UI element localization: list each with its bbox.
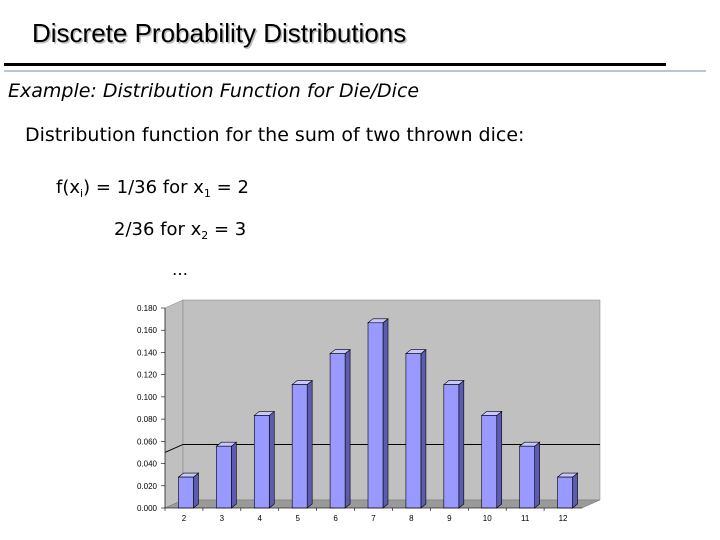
bar-front — [519, 445, 535, 509]
bar-side — [534, 441, 540, 509]
eq2-rhs: = 3 — [208, 219, 247, 240]
x-tick-label: 5 — [295, 514, 300, 523]
x-tick-label: 12 — [559, 514, 568, 523]
bar-side — [231, 441, 237, 509]
bar-front — [367, 322, 384, 509]
x-tick-label: 7 — [371, 514, 376, 523]
bar-side — [420, 349, 427, 509]
x-tick-label: 11 — [521, 514, 530, 523]
bar — [367, 318, 389, 509]
bar — [518, 441, 541, 509]
x-tick-label: 2 — [182, 514, 187, 523]
bar-front — [216, 445, 232, 509]
slide-title: Discrete Probability Distributions — [32, 18, 407, 48]
eq1-value: 1/36 — [116, 177, 158, 198]
bar-side — [382, 318, 389, 509]
dice-sum-bar-chart: 0.000 0.020 0.040 0.060 0.080 0.100 0.120 0.140… — [137, 299, 601, 523]
bar-front — [329, 353, 346, 509]
bar-side — [344, 349, 351, 509]
y-tick-label: 0.100 — [137, 393, 158, 402]
bar-front — [557, 476, 573, 509]
bar-side — [306, 379, 313, 509]
equation-2: 2/36 for x2 = 3 — [114, 219, 246, 242]
bar-side — [458, 379, 465, 509]
bar-side — [193, 472, 199, 509]
y-tick-label: 0.160 — [137, 326, 158, 335]
eq1-lhs-sub: i — [80, 187, 84, 200]
y-tick-label: 0.000 — [137, 504, 158, 513]
title-underline — [4, 63, 666, 66]
x-tick-label: 8 — [409, 514, 414, 523]
equation-1: f(xi) = 1/36 for x1 = 2 — [56, 177, 249, 200]
bar — [556, 472, 579, 509]
x-tick-label: 4 — [258, 514, 263, 523]
eq2-for: for x — [154, 219, 202, 240]
bar-front — [253, 415, 270, 509]
y-tick-label: 0.040 — [137, 460, 158, 469]
bar-front — [443, 384, 460, 509]
ellipsis: … — [172, 260, 188, 279]
eq1-lhs-prefix: f(x — [56, 177, 81, 198]
x-tick-label: 6 — [333, 514, 338, 523]
x-tick-label: 3 — [220, 514, 225, 523]
eq2-sub: 2 — [201, 229, 209, 242]
bar — [215, 441, 238, 509]
title-underline-accent — [4, 70, 706, 72]
intro-text: Distribution function for the sum of two… — [25, 124, 525, 146]
bar-side — [496, 410, 503, 509]
eq2-value: 2/36 — [114, 219, 155, 240]
y-axis-ticks: 0.000 0.020 0.040 0.060 0.080 0.100 0.120 0.140… — [137, 304, 166, 513]
y-tick-label: 0.080 — [137, 415, 158, 424]
eq1-for: for x — [157, 177, 204, 198]
bar-side — [572, 472, 578, 509]
bar-front — [178, 476, 194, 509]
bar — [329, 349, 351, 509]
bar — [253, 410, 276, 509]
y-tick-label: 0.120 — [137, 371, 158, 380]
bar — [177, 472, 200, 509]
eq1-rhs: = 2 — [210, 177, 249, 198]
y-tick-label: 0.140 — [137, 348, 158, 357]
y-tick-label: 0.020 — [137, 482, 158, 491]
bar-front — [291, 384, 308, 509]
x-axis-ticks: 2 3 4 5 6 7 8 9 10 11 12 — [164, 507, 582, 523]
x-tick-label: 10 — [483, 514, 492, 523]
bar — [480, 410, 503, 509]
bar-front — [481, 415, 498, 509]
bar — [405, 349, 427, 509]
bar — [291, 379, 314, 509]
x-tick-label: 9 — [447, 514, 452, 523]
bar — [442, 379, 465, 509]
bars — [177, 318, 579, 509]
reference-line-side — [164, 443, 184, 453]
eq1-lhs-suffix: ) = — [83, 177, 117, 198]
y-tick-label: 0.060 — [137, 437, 158, 446]
bar-front — [405, 353, 422, 509]
example-heading: Example: Distribution Function for Die/D… — [8, 80, 420, 102]
y-tick-label: 0.180 — [137, 304, 158, 313]
bar-side — [268, 410, 275, 509]
eq1-sub: 1 — [203, 187, 211, 200]
